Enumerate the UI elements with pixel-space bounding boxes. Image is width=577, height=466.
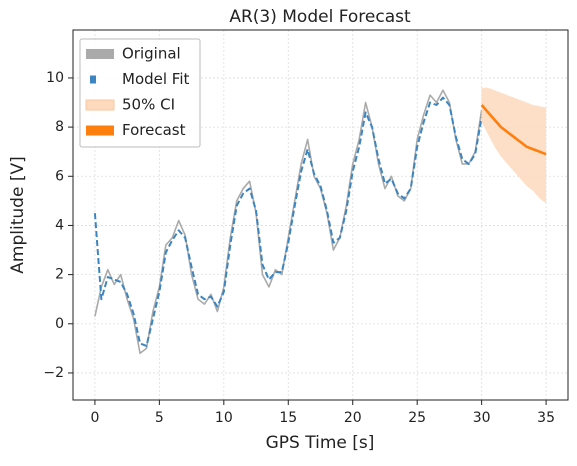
x-tick-label: 0: [90, 410, 99, 426]
x-tick-label: 20: [344, 410, 362, 426]
y-tick-label: −2: [43, 365, 64, 381]
legend-label: Model Fit: [122, 70, 190, 88]
y-tick-label: 8: [55, 119, 64, 135]
legend-label: 50% CI: [122, 96, 175, 114]
y-tick-label: 2: [55, 267, 64, 283]
legend-label: Forecast: [122, 121, 186, 139]
y-tick-label: 0: [55, 316, 64, 332]
y-tick-label: 4: [55, 217, 64, 233]
x-tick-label: 10: [215, 410, 233, 426]
x-tick-label: 35: [537, 410, 555, 426]
x-tick-label: 5: [155, 410, 164, 426]
legend-swatch: [86, 49, 114, 59]
y-axis-label: Amplitude [V]: [8, 156, 28, 273]
y-tick-label: 10: [46, 70, 64, 86]
legend-swatch: [86, 125, 114, 136]
legend-swatch: [90, 75, 96, 84]
series-line: [93, 96, 483, 347]
x-axis-label: GPS Time [s]: [266, 433, 375, 453]
y-tick-label: 6: [55, 168, 64, 184]
legend-label: Original: [122, 45, 181, 63]
legend-swatch: [85, 99, 115, 111]
series-line: [480, 104, 547, 156]
x-tick-label: 30: [473, 410, 491, 426]
legend-box: [79, 38, 201, 148]
x-tick-label: 15: [279, 410, 297, 426]
ci-band: [481, 87, 547, 204]
chart-title: AR(3) Model Forecast: [229, 7, 411, 27]
plot-frame: [72, 29, 569, 401]
x-tick-label: 25: [408, 410, 426, 426]
